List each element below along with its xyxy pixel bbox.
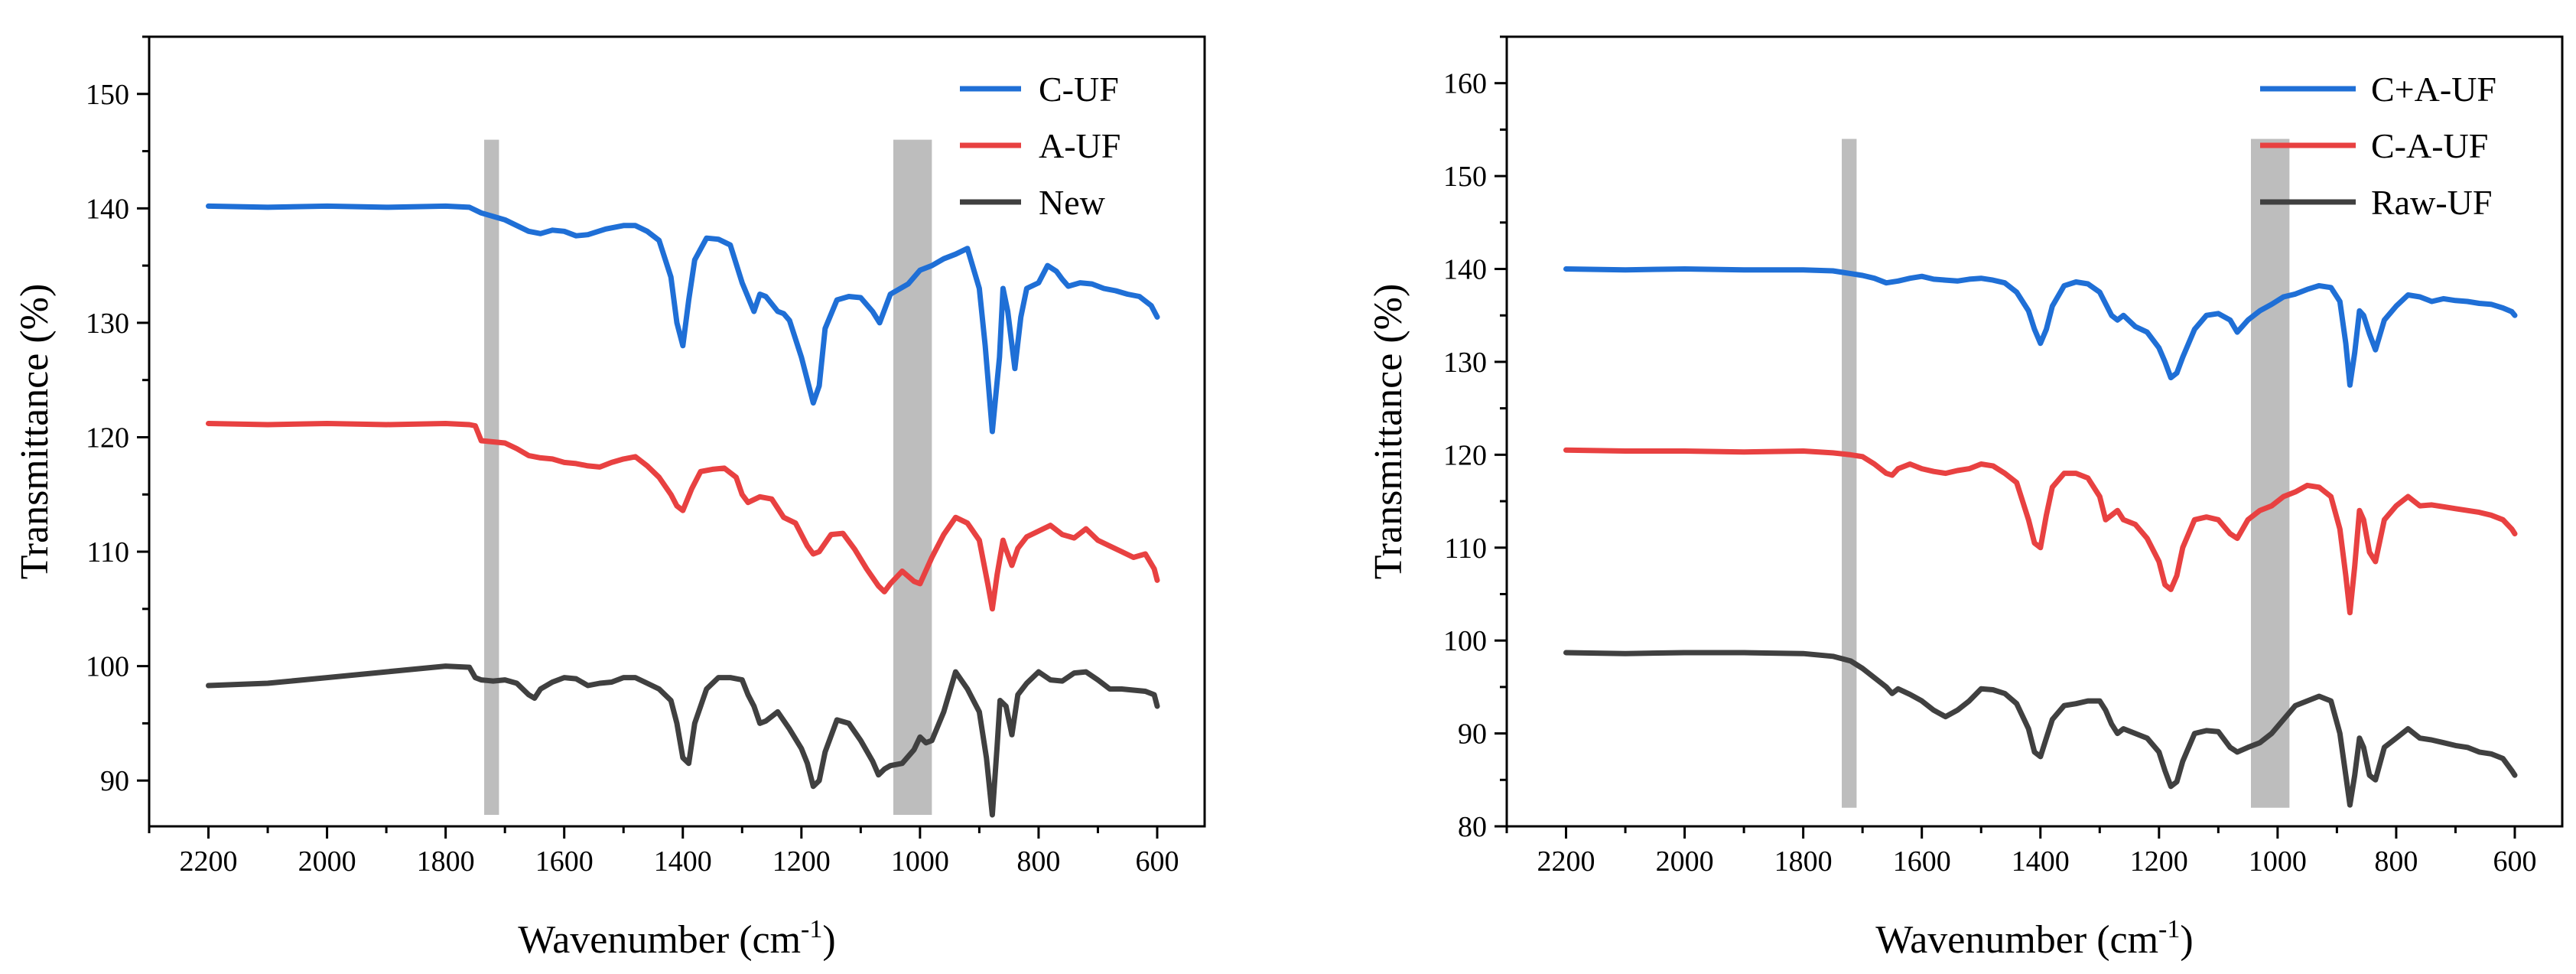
series-lines	[1563, 266, 2518, 808]
series-line-raw-uf	[1563, 650, 2518, 808]
y-tick-label: 150	[86, 79, 129, 111]
chart-panel-left: 2200 2000 1800 1600 1400 1200 1000 800 600 90 100…	[13, 35, 1206, 962]
y-tick-label: 100	[86, 651, 129, 683]
x-tick-label: 800	[1016, 845, 1060, 878]
x-tick-label: 1400	[654, 845, 712, 878]
y-tick-label: 110	[86, 536, 129, 568]
y-tick-label: 90	[100, 765, 129, 797]
x-axis-title-close: )	[822, 918, 835, 962]
x-axis-ticks: 2200 2000 1800 1600 1400 1200 1000 800 600	[1505, 826, 2536, 878]
x-tick-label: 800	[2374, 845, 2418, 878]
x-axis-title: Wavenumber (cm-1)	[518, 915, 835, 962]
x-axis-title-close: )	[2180, 918, 2193, 962]
series-line-c-uf	[206, 203, 1160, 435]
x-tick-label: 600	[1135, 845, 1179, 878]
legend: C-UF A-UF New	[960, 70, 1120, 222]
legend-label: C-A-UF	[2371, 126, 2488, 165]
x-axis-title-main: Wavenumber (cm	[518, 918, 801, 962]
plot-frame	[1505, 35, 2564, 828]
y-tick-label: 160	[1443, 68, 1487, 100]
y-axis-title: Transmittance (%)	[1367, 284, 1410, 580]
x-tick-label: 1200	[772, 845, 831, 878]
highlight-band-1	[893, 139, 932, 816]
x-tick-label: 2200	[1537, 845, 1595, 878]
x-tick-label: 1000	[891, 845, 949, 878]
series-lines	[206, 203, 1160, 818]
chart-panel-right: 2200 2000 1800 1600 1400 1200 1000 800 600 80 90 1…	[1367, 35, 2564, 962]
x-tick-label: 1800	[417, 845, 475, 878]
y-axis-ticks: 80 90 100 110 120 130 140 150 160	[1443, 35, 1507, 843]
series-line-a-uf	[206, 421, 1160, 612]
x-axis-title-sup: -1	[2158, 915, 2180, 943]
highlight-band-0	[1842, 138, 1857, 808]
y-tick-label: 110	[1444, 533, 1487, 565]
legend-label: C+A-UF	[2371, 70, 2496, 109]
x-tick-label: 600	[2493, 845, 2536, 878]
x-tick-label: 1000	[2249, 845, 2307, 878]
y-tick-label: 90	[1458, 718, 1487, 751]
y-tick-label: 100	[1443, 625, 1487, 657]
y-tick-label: 130	[86, 308, 129, 340]
plot-frame	[148, 35, 1206, 828]
x-tick-label: 2000	[298, 845, 356, 878]
series-line-c-a-uf	[1563, 266, 2518, 388]
x-axis-ticks: 2200 2000 1800 1600 1400 1200 1000 800 600	[148, 826, 1179, 878]
x-axis-title-main: Wavenumber (cm	[1875, 918, 2158, 962]
highlight-bands	[1842, 138, 2290, 808]
highlight-bands	[484, 139, 932, 816]
series-line-new	[206, 663, 1160, 818]
legend-label: C-UF	[1039, 70, 1119, 109]
x-tick-label: 1200	[2130, 845, 2188, 878]
legend: C+A-UF C-A-UF Raw-UF	[2260, 70, 2496, 222]
series-line-c-a-uf	[1563, 447, 2518, 616]
x-tick-label: 1600	[535, 845, 594, 878]
x-axis-title: Wavenumber (cm-1)	[1875, 915, 2193, 962]
y-axis-ticks: 90 100 110 120 130 140 150	[86, 35, 149, 797]
y-tick-label: 150	[1443, 161, 1487, 193]
y-tick-label: 130	[1443, 347, 1487, 379]
x-tick-label: 1600	[1893, 845, 1951, 878]
x-tick-label: 1800	[1774, 845, 1833, 878]
highlight-band-1	[2250, 138, 2290, 808]
y-tick-label: 140	[86, 193, 129, 225]
legend-label: A-UF	[1039, 126, 1120, 165]
y-tick-label: 80	[1458, 811, 1487, 843]
legend-label: Raw-UF	[2371, 183, 2492, 222]
y-tick-label: 140	[1443, 254, 1487, 286]
x-axis-title-sup: -1	[801, 915, 822, 943]
x-tick-label: 2000	[1656, 845, 1714, 878]
x-tick-label: 2200	[180, 845, 238, 878]
highlight-band-0	[484, 139, 499, 816]
y-axis-title: Transmittance (%)	[13, 284, 57, 580]
y-tick-label: 120	[86, 422, 129, 454]
legend-label: New	[1039, 183, 1106, 222]
y-tick-label: 120	[1443, 439, 1487, 471]
x-tick-label: 1400	[2012, 845, 2070, 878]
